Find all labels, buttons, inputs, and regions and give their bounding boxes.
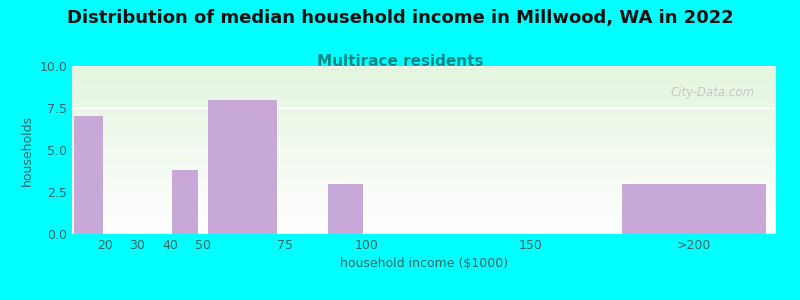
- Text: Distribution of median household income in Millwood, WA in 2022: Distribution of median household income …: [66, 9, 734, 27]
- X-axis label: household income ($1000): household income ($1000): [340, 257, 508, 270]
- Text: Multirace residents: Multirace residents: [317, 54, 483, 69]
- Text: City-Data.com: City-Data.com: [670, 86, 755, 99]
- Bar: [208, 100, 277, 234]
- Y-axis label: households: households: [21, 114, 34, 186]
- Bar: [328, 184, 362, 234]
- Bar: [622, 184, 766, 234]
- Bar: [74, 116, 102, 234]
- Bar: [172, 170, 198, 234]
